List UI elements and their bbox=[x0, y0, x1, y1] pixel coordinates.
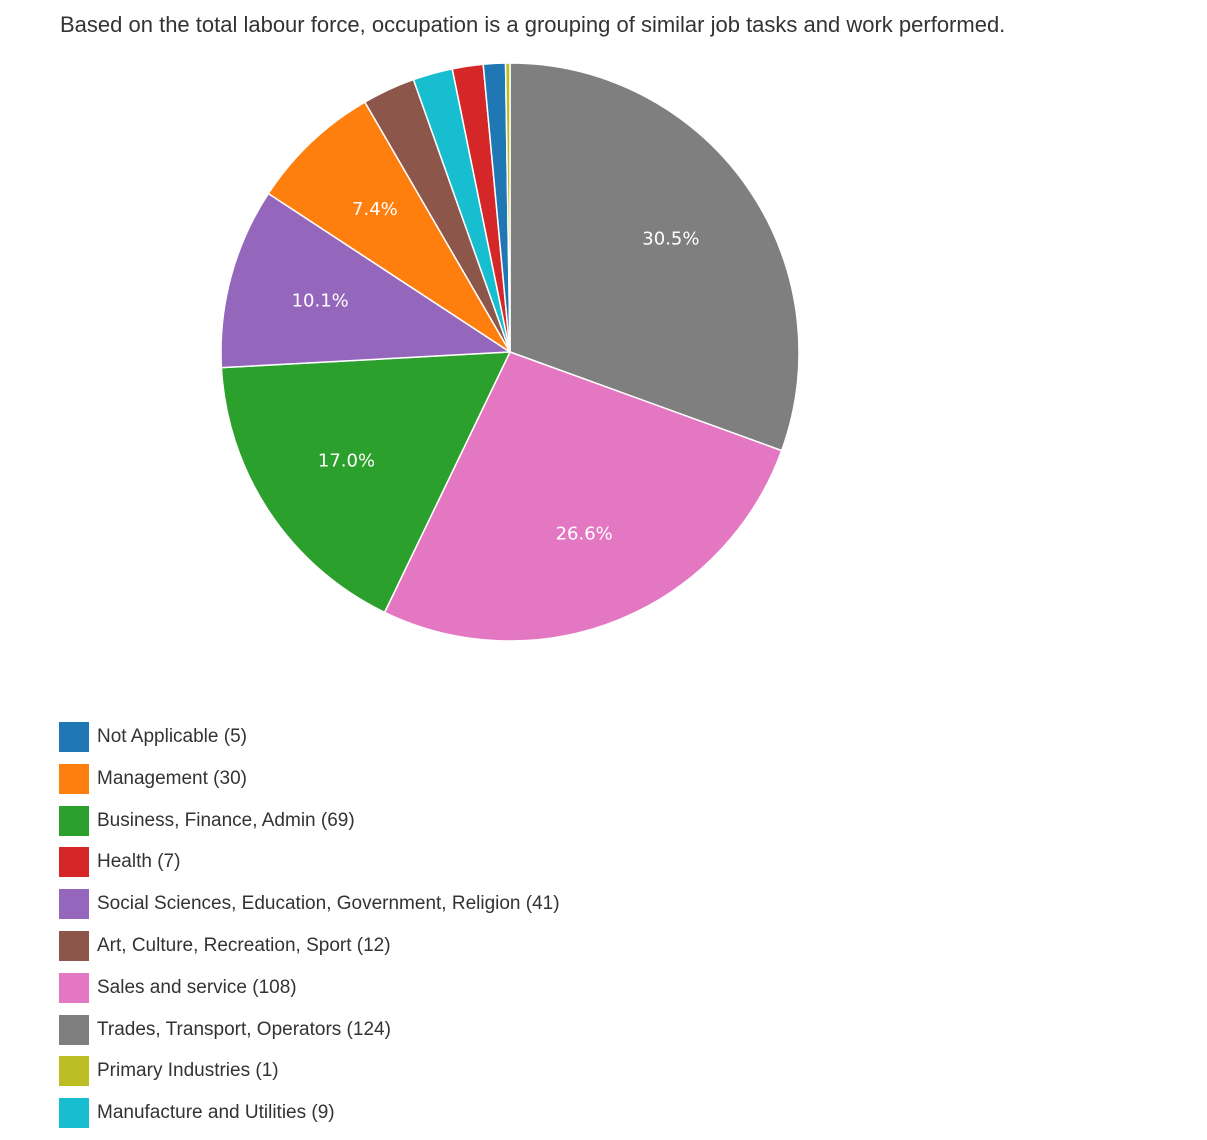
pie-label-management: 7.4% bbox=[352, 199, 398, 220]
pie-slice-trades-transport-operators[interactable] bbox=[509, 62, 800, 452]
chart-legend: Not Applicable (5) Management (30) Busines… bbox=[59, 722, 560, 1140]
legend-label: Sales and service (108) bbox=[97, 976, 297, 998]
pie-slice-primary-industries[interactable] bbox=[504, 62, 511, 353]
legend-item-art-culture-recreation-sport[interactable]: Art, Culture, Recreation, Sport (12) bbox=[59, 930, 560, 961]
pie-slice-management[interactable] bbox=[267, 101, 511, 353]
legend-label: Management (30) bbox=[97, 767, 247, 789]
legend-item-not-applicable[interactable]: Not Applicable (5) bbox=[59, 722, 560, 752]
legend-label: Primary Industries (1) bbox=[97, 1060, 279, 1082]
legend-item-sales-and-service[interactable]: Sales and service (108) bbox=[59, 972, 560, 1003]
legend-label: Not Applicable (5) bbox=[97, 726, 247, 747]
legend-swatch bbox=[59, 930, 89, 961]
legend-swatch bbox=[59, 805, 89, 836]
legend-swatch bbox=[59, 763, 89, 794]
legend-label: Health (7) bbox=[97, 851, 181, 873]
pie-label-sales-and-service: 26.6% bbox=[556, 524, 613, 545]
pie-chart: 30.5% 26.6% 17.0% 10.1% 7.4% bbox=[220, 62, 800, 642]
pie-slice-sales-and-service[interactable] bbox=[383, 351, 783, 642]
legend-item-health[interactable]: Health (7) bbox=[59, 847, 560, 878]
pie-slice-social-sciences-education-government-religion[interactable] bbox=[220, 192, 511, 369]
legend-item-business-finance-admin[interactable]: Business, Finance, Admin (69) bbox=[59, 805, 560, 836]
legend-swatch bbox=[59, 1056, 89, 1087]
pie-label-social-sciences-education-government-religion: 10.1% bbox=[292, 290, 349, 311]
legend-swatch bbox=[59, 722, 89, 752]
legend-swatch bbox=[59, 1098, 89, 1129]
chart-description: Based on the total labour force, occupat… bbox=[60, 12, 1006, 37]
legend-label: Business, Finance, Admin (69) bbox=[97, 809, 355, 831]
legend-label: Social Sciences, Education, Government, … bbox=[97, 893, 560, 915]
legend-swatch bbox=[59, 847, 89, 878]
legend-label: Manufacture and Utilities (9) bbox=[97, 1102, 335, 1124]
legend-item-primary-industries[interactable]: Primary Industries (1) bbox=[59, 1056, 560, 1087]
legend-item-manufacture-and-utilities[interactable]: Manufacture and Utilities (9) bbox=[59, 1098, 560, 1129]
pie-label-trades-transport-operators: 30.5% bbox=[642, 229, 699, 250]
legend-swatch bbox=[59, 972, 89, 1003]
pie-slices bbox=[220, 62, 800, 642]
legend-label: Trades, Transport, Operators (124) bbox=[97, 1018, 391, 1040]
legend-item-management[interactable]: Management (30) bbox=[59, 763, 560, 794]
pie-label-business-finance-admin: 17.0% bbox=[318, 451, 375, 472]
legend-item-trades-transport-operators[interactable]: Trades, Transport, Operators (124) bbox=[59, 1014, 560, 1045]
legend-swatch bbox=[59, 1014, 89, 1045]
legend-swatch bbox=[59, 889, 89, 920]
pie-slice-labels: 30.5% 26.6% 17.0% 10.1% 7.4% bbox=[292, 199, 700, 545]
pie-slice-business-finance-admin[interactable] bbox=[220, 351, 511, 614]
legend-item-social-sciences-education-government-religion[interactable]: Social Sciences, Education, Government, … bbox=[59, 889, 560, 920]
legend-label: Art, Culture, Recreation, Sport (12) bbox=[97, 934, 391, 956]
